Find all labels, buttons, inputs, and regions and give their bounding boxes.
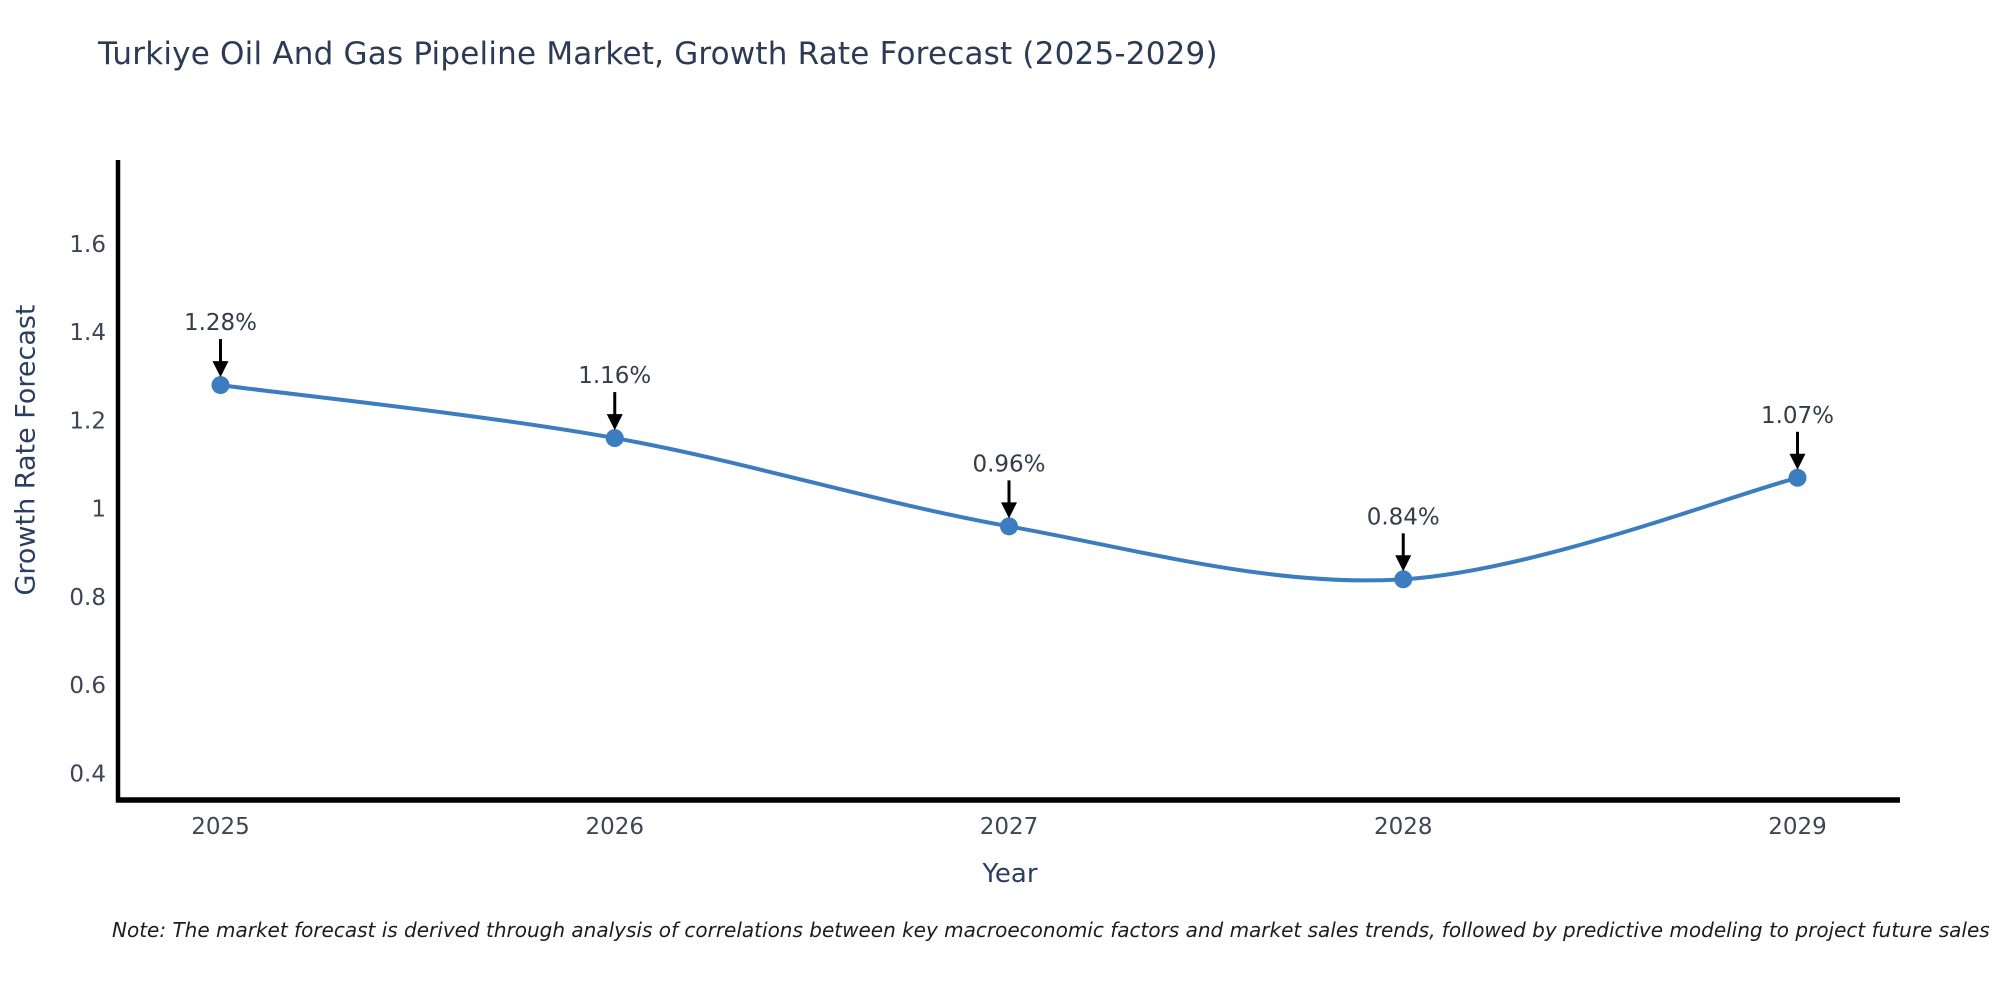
y-axis-title: Growth Rate Forecast [10,304,42,596]
data-point-marker[interactable] [605,429,624,448]
x-tick-label: 2029 [1768,814,1827,840]
data-point-marker[interactable] [1788,468,1807,487]
data-point-marker[interactable] [211,376,230,395]
data-point-marker[interactable] [1394,570,1413,589]
annotation-arrow-head [1395,555,1412,572]
annotation-arrow-head [1789,453,1806,470]
annotation-arrow-head [1001,502,1017,519]
y-tick-label: 1 [91,497,106,523]
annotation-label: 0.96% [972,451,1045,477]
annotation-label: 1.07% [1761,403,1834,429]
chart-title: Turkiye Oil And Gas Pipeline Market, Gro… [98,36,1218,72]
y-tick-label: 0.8 [69,585,106,611]
annotation-arrow-head [606,414,623,431]
annotation-label: 1.28% [184,310,257,336]
y-tick-label: 0.4 [69,762,106,788]
y-tick-label: 1.2 [69,408,106,434]
annotation-label: 0.84% [1367,504,1440,530]
x-axis-title: Year [982,859,1038,889]
x-tick-label: 2026 [585,814,644,840]
annotation-arrow-head [212,361,229,378]
y-tick-label: 1.4 [69,320,106,346]
y-tick-label: 0.6 [69,673,106,699]
footnote: Note: The market forecast is derived thr… [112,918,1990,942]
x-tick-label: 2028 [1374,814,1433,840]
y-tick-label: 1.6 [69,232,106,258]
x-tick-label: 2027 [980,814,1039,840]
x-tick-label: 2025 [191,814,250,840]
annotation-label: 1.16% [578,363,651,389]
data-point-marker[interactable] [1000,517,1018,536]
